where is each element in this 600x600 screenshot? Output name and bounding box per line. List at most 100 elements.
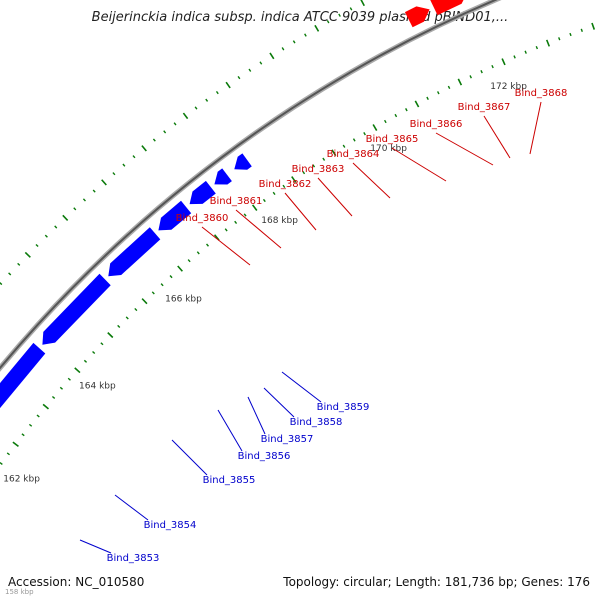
scale-ring-tick [480, 70, 483, 74]
outer-ring-tick [163, 130, 167, 134]
scale-ring-tick [558, 37, 561, 41]
scale-ring-tick [177, 265, 183, 272]
corner-scale-label: 158 kbp [5, 588, 34, 596]
scale-tick-label: 164 kbp [79, 381, 116, 391]
backbone-core [0, 0, 498, 370]
scale-ring-tick [107, 332, 114, 339]
scale-ring-tick [469, 75, 472, 79]
scale-ring-tick [342, 144, 346, 148]
forward-gene-label-leader [435, 132, 494, 166]
scale-ring-tick [187, 259, 191, 263]
outer-ring-tick [141, 145, 147, 152]
outer-ring-tick [225, 81, 231, 89]
outer-ring-tick [292, 40, 296, 44]
scale-ring-tick [196, 251, 200, 255]
scale-ring-tick [36, 414, 40, 418]
scale-ring-tick [28, 423, 33, 427]
scale-ring-tick [169, 275, 173, 279]
outer-dot-ring [0, 0, 365, 286]
outer-ring-tick [62, 214, 69, 221]
scale-ring-tick [331, 149, 337, 157]
reverse-gene-arrow [189, 180, 216, 205]
scale-ring-tick [74, 367, 81, 374]
outer-ring-tick [269, 52, 275, 60]
reverse-gene-arrow [234, 153, 252, 170]
reverse-gene-arrow [108, 227, 161, 277]
scale-ring-tick [0, 462, 3, 465]
reverse-gene-label: Bind_3858 [290, 417, 343, 428]
outer-ring-tick [24, 251, 31, 258]
forward-gene-label: Bind_3867 [458, 102, 511, 113]
outer-ring-tick [35, 243, 39, 248]
scale-ring-tick [322, 157, 326, 161]
forward-gene-label: Bind_3868 [515, 88, 568, 99]
scale-ring-tick [272, 191, 276, 196]
scale-ring-tick [51, 395, 56, 399]
outer-ring-tick [215, 90, 219, 95]
reverse-gene-label-leader [171, 439, 208, 476]
forward-gene-label: Bind_3864 [327, 149, 380, 160]
outer-ring-tick [237, 75, 241, 80]
scale-ring-tick [491, 64, 494, 69]
reverse-gene-label-leader [114, 494, 149, 521]
scale-ring-tick [580, 28, 583, 32]
outer-ring-tick [122, 163, 126, 167]
outer-ring-tick [326, 20, 330, 24]
scale-ring-tick [383, 119, 387, 124]
outer-ring-tick [259, 61, 263, 65]
reverse-gene-label-leader [217, 409, 243, 452]
reverse-gene-label-leader [281, 371, 322, 403]
scale-tick-label: 166 kbp [165, 295, 202, 305]
scale-ring-tick [92, 350, 96, 355]
forward-gene-label: Bind_3866 [410, 119, 463, 130]
scale-ring-tick [141, 298, 148, 305]
scale-ring-tick [6, 452, 10, 456]
forward-gene-labels: Bind_3860 Bind_3861 Bind_3862 Bind_3863 Bind… [176, 88, 568, 266]
outer-ring-tick [360, 0, 365, 7]
outer-ring-tick [44, 234, 48, 238]
outer-ring-tick [194, 106, 198, 110]
scale-ring-tick [125, 316, 129, 320]
scale-ring-tick [535, 45, 539, 50]
scale-ring-tick [100, 342, 104, 346]
scale-ring-tick [134, 307, 138, 312]
outer-ring-tick [314, 24, 320, 32]
scale-ring-tick [394, 113, 398, 118]
scale-ring-tick [524, 50, 527, 54]
scale-ring-tick [447, 85, 451, 90]
scale-ring-tick [243, 213, 247, 217]
reverse-gene-arrow [0, 342, 46, 409]
reverse-gene-label: Bind_3859 [317, 402, 370, 413]
scale-tick-label: 170 kbp [370, 144, 407, 154]
map-title: Beijerinckia indica subsp. indica ATCC 9… [91, 10, 509, 25]
outer-ring-tick [132, 155, 136, 159]
forward-gene-label-leader [483, 115, 511, 159]
forward-gene-label-leader [284, 192, 317, 231]
forward-gene-label: Bind_3863 [292, 164, 345, 175]
reverse-gene-label-leader [79, 539, 112, 554]
outer-ring-tick [112, 172, 116, 176]
scale-ring-tick [291, 176, 297, 183]
scale-ring-tick [67, 377, 71, 381]
reverse-gene-labels: Bind_3853 Bind_3854 Bind_3855 Bind_3856 Bind… [79, 371, 370, 564]
outer-ring-tick [73, 207, 77, 211]
forward-gene-arrow [430, 0, 464, 16]
scale-ring-tick [591, 22, 596, 30]
forward-gene-label: Bind_3865 [366, 134, 419, 145]
scale-ring-tick [224, 228, 228, 232]
scale-ring-tick [59, 386, 63, 390]
scale-ring-tick [151, 291, 155, 295]
scale-ring-tick [12, 441, 19, 448]
outer-ring-tick [338, 13, 341, 17]
outer-ring-tick [17, 262, 21, 266]
outer-ring-tick [304, 33, 307, 37]
outer-ring-tick [82, 198, 86, 202]
scale-tick-label: 172 kbp [490, 82, 527, 92]
outer-ring-tick [205, 98, 209, 102]
scale-ring-tick [501, 58, 506, 66]
scale-ring-tick [234, 220, 238, 225]
reverse-gene-arrow [214, 168, 232, 185]
scale-ring-tick [21, 433, 25, 437]
